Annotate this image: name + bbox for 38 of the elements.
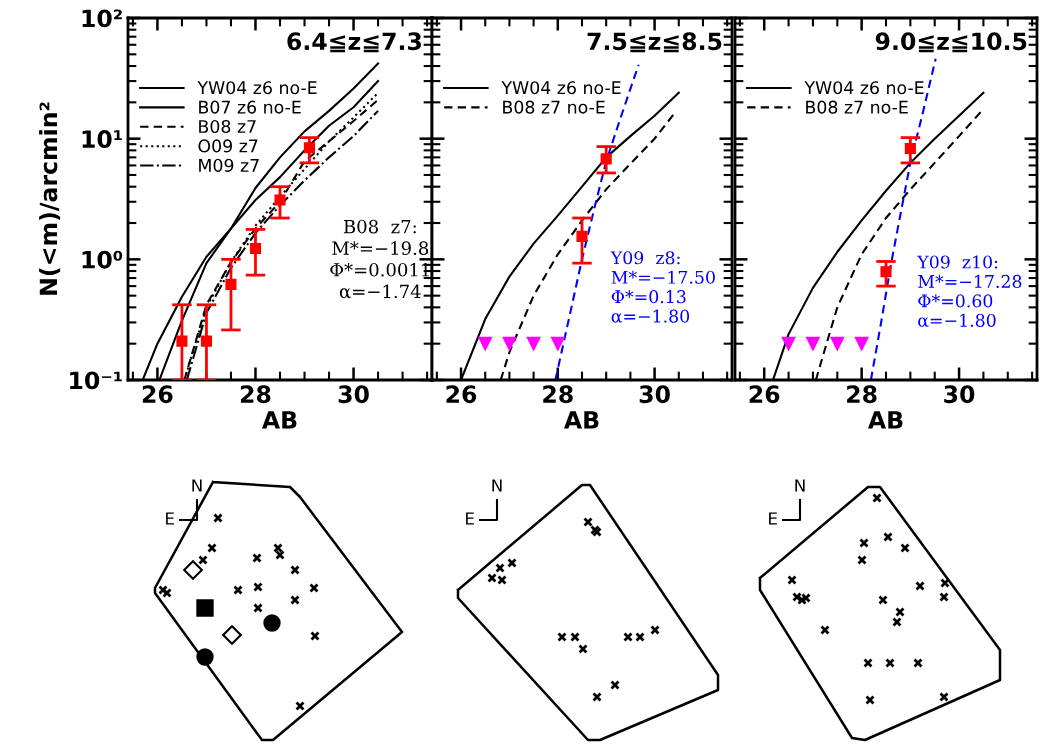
- legend-label: B08 z7 no-E: [503, 100, 605, 114]
- text: N: [192, 479, 202, 492]
- x-tick-label: 30: [639, 385, 670, 404]
- text: E: [166, 512, 174, 525]
- text: E: [769, 512, 777, 525]
- text: E: [466, 512, 474, 525]
- x-tick-label: 30: [338, 385, 369, 404]
- legend-label: M09 z7: [199, 158, 259, 172]
- x-tick-label: 28: [847, 385, 877, 404]
- y-tick-label: 10⁻¹: [70, 371, 122, 390]
- series-label: Y09 z8: M*=−17.50 Φ*=0.13 α=−1.80: [610, 251, 715, 323]
- x-axis-title: AB: [867, 411, 903, 429]
- annotation: B08 z7: M*=−19.8 Φ*=0.0011 α=−1.74: [330, 219, 429, 299]
- legend-label: B07 z6 no-E: [199, 100, 301, 114]
- text: 6.4≦z≦7.3: [287, 32, 421, 53]
- y-tick-label: 10¹: [82, 130, 122, 148]
- text: 7.5≦z≦8.5: [587, 32, 722, 53]
- legend-label: B08 z7 no-E: [806, 100, 908, 114]
- x-axis-title: AB: [261, 411, 297, 429]
- x-tick-label: 28: [240, 385, 271, 404]
- x-tick-label: 26: [749, 385, 780, 404]
- y-axis-title: N(<m)/arcmin²: [39, 102, 61, 295]
- x-tick-label: 28: [543, 385, 573, 404]
- legend-label: YW04 z6 no-E: [804, 81, 924, 95]
- x-tick-label: 26: [446, 385, 477, 404]
- y-tick-label: 10⁰: [82, 250, 123, 269]
- text: N: [795, 479, 805, 492]
- text: 9.0≦z≦10.5: [875, 32, 1027, 53]
- legend-label: YW04 z6 no-E: [501, 81, 621, 95]
- legend-label: B08 z7: [199, 119, 256, 134]
- text: N: [492, 479, 502, 492]
- x-axis-title: AB: [563, 411, 599, 429]
- y-tick-label: 10²: [82, 9, 122, 28]
- x-tick-label: 30: [944, 385, 975, 404]
- legend-label: O09 z7: [198, 139, 258, 153]
- x-tick-label: 26: [142, 385, 173, 404]
- series-label: Y09 z10: M*=−17.28 Φ*=0.60 α=−1.80: [917, 255, 1022, 327]
- legend-label: YW04 z6 no-E: [197, 81, 317, 95]
